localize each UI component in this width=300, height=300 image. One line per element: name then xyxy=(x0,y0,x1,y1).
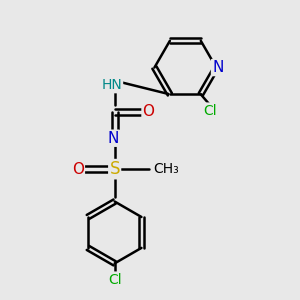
Text: O: O xyxy=(142,104,154,119)
Text: N: N xyxy=(107,131,119,146)
Text: S: S xyxy=(110,160,120,178)
Text: N: N xyxy=(212,60,224,75)
Text: Cl: Cl xyxy=(203,103,216,118)
Text: HN: HN xyxy=(101,78,122,92)
Text: O: O xyxy=(72,162,84,177)
Text: CH₃: CH₃ xyxy=(153,162,179,176)
Text: Cl: Cl xyxy=(108,273,122,286)
